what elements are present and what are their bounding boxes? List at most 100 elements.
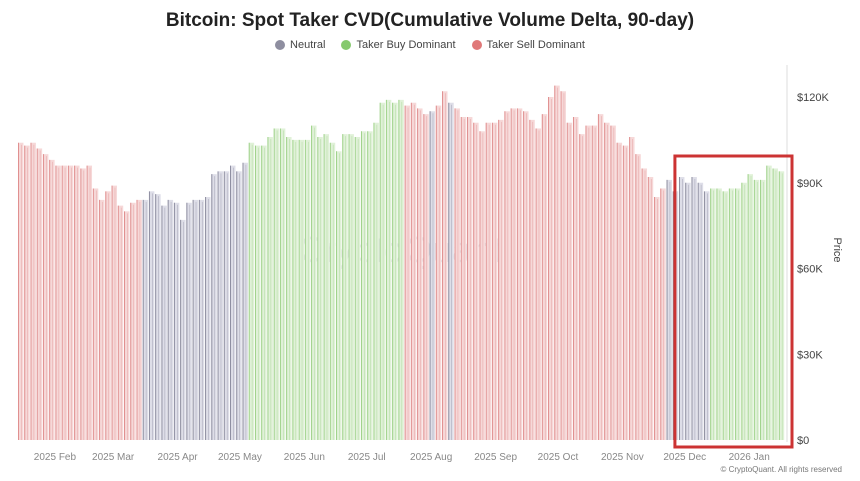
bar — [566, 122, 573, 440]
bar — [554, 85, 560, 441]
bar — [716, 188, 722, 440]
x-tick-label: 2025 Dec — [663, 452, 706, 463]
legend-item-buy[interactable]: Taker Buy Dominant — [341, 39, 456, 51]
bar — [230, 165, 236, 440]
y-tick-label: $30K — [797, 349, 823, 361]
legend-item-neutral[interactable]: Neutral — [275, 39, 325, 51]
bar — [454, 108, 460, 440]
bar — [55, 165, 61, 440]
bar — [697, 182, 704, 440]
legend-label: Taker Buy Dominant — [356, 39, 456, 51]
bar — [523, 111, 529, 441]
legend-dot-icon — [275, 40, 286, 50]
x-tick-label: 2025 Oct — [538, 452, 579, 463]
bar — [111, 185, 117, 440]
y-tick-label: $60K — [797, 264, 823, 276]
highlight-box — [673, 154, 794, 449]
bar — [198, 199, 205, 440]
bar — [155, 194, 161, 440]
bar — [99, 199, 105, 440]
bar — [304, 139, 311, 440]
legend-item-sell[interactable]: Taker Sell Dominant — [471, 39, 585, 51]
legend-dot-icon — [471, 40, 482, 50]
x-tick-label: 2025 Apr — [158, 452, 199, 463]
bar — [42, 154, 49, 440]
bar — [336, 151, 342, 440]
bar — [254, 145, 261, 440]
bar — [654, 197, 660, 440]
bar — [666, 179, 672, 440]
bar — [124, 211, 130, 440]
bar — [635, 154, 641, 440]
bar — [192, 199, 199, 440]
bar — [597, 114, 604, 441]
legend-label: Neutral — [290, 39, 326, 51]
bar — [317, 137, 323, 440]
bar — [367, 131, 373, 441]
bar — [398, 99, 404, 440]
bar — [641, 168, 648, 441]
bar — [298, 139, 305, 440]
bar — [616, 142, 623, 440]
bar — [348, 134, 354, 441]
bar — [703, 191, 710, 440]
chart-title: Bitcoin: Spot Taker CVD(Cumulative Volum… — [165, 10, 695, 31]
x-tick-label: 2025 Jul — [348, 452, 386, 463]
bar — [36, 148, 43, 440]
bar — [142, 199, 149, 440]
bar — [741, 182, 747, 440]
bar — [242, 162, 248, 440]
bar — [379, 102, 386, 440]
legend: Neutral Taker Buy Dominant Taker Sell Do… — [0, 39, 860, 51]
bar — [722, 191, 729, 440]
bar — [61, 165, 68, 440]
bar — [311, 125, 317, 440]
bar — [772, 168, 778, 441]
bar — [510, 108, 517, 440]
x-tick-label: 2025 Jun — [284, 452, 325, 463]
bar — [30, 142, 36, 440]
bar — [498, 119, 504, 440]
y-tick-label: $90K — [797, 178, 823, 190]
x-tick-label: 2025 Mar — [92, 452, 135, 463]
bar — [342, 134, 348, 441]
y-tick-label: $0 — [797, 435, 809, 447]
bar — [753, 179, 760, 440]
bar — [448, 102, 454, 440]
bar — [161, 205, 167, 440]
bar — [360, 131, 367, 441]
x-tick-label: 2026 Jan — [729, 452, 770, 463]
bar — [354, 137, 361, 440]
bar — [604, 122, 610, 440]
bar — [541, 114, 548, 441]
bar — [548, 97, 554, 440]
bar — [404, 105, 411, 440]
bar — [466, 117, 473, 440]
bar — [273, 128, 280, 441]
bar — [535, 128, 542, 441]
bar — [248, 142, 255, 440]
bar — [261, 145, 267, 440]
bar — [423, 114, 429, 441]
x-tick-label: 2025 Aug — [410, 452, 452, 463]
bar — [778, 171, 785, 441]
bar — [691, 177, 697, 441]
legend-label: Taker Sell Dominant — [486, 39, 585, 51]
bar — [74, 165, 80, 440]
bar — [728, 188, 735, 440]
bar — [323, 134, 329, 441]
x-tick-label: 2025 Sep — [474, 452, 517, 463]
bar — [186, 202, 192, 440]
bar — [167, 199, 174, 440]
bar — [92, 188, 99, 440]
bar — [117, 205, 124, 440]
bar — [766, 165, 772, 440]
bar — [572, 117, 579, 440]
bar — [80, 168, 86, 441]
bar — [417, 108, 423, 440]
bar — [49, 159, 55, 440]
bar — [173, 202, 180, 440]
bar — [622, 145, 629, 440]
bar — [504, 111, 510, 441]
